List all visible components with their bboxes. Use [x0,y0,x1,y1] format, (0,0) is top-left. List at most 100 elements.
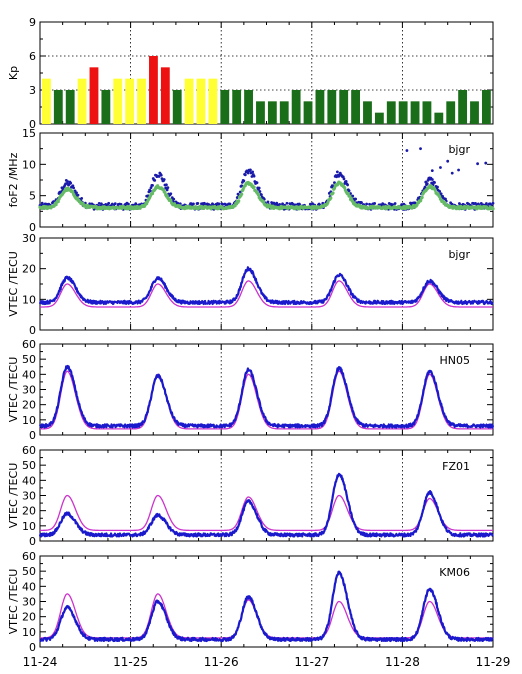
vtec-series-line [39,494,494,532]
y-tick-label: 20 [22,505,36,518]
y-tick-label: 20 [22,263,36,276]
kp-bar [232,90,242,124]
fof2-point [266,200,270,204]
fof2-point [368,202,371,206]
fof2-point [166,186,170,190]
fof2-point [423,185,427,189]
y-tick-label: 0 [29,641,36,654]
station-label: HN05 [440,354,471,367]
y-tick-label: 40 [22,368,36,381]
fof2-point [420,195,424,199]
y-tick-label: 9 [29,16,36,29]
fof2-point [169,192,173,196]
y-tick-label: 6 [29,50,36,63]
vtec-series-line [38,364,495,429]
panel-kp: 0 3 6 9 Kp [7,16,494,131]
y-axis-label: VTEC /TECU [7,569,20,634]
fof2-point [69,181,73,185]
fof2-point [252,174,256,178]
fof2-point [192,202,195,206]
kp-bar [481,90,491,124]
panel-frame [39,132,494,228]
kp-bar [89,67,99,124]
kp-bar [470,101,479,124]
kp-bar [422,101,432,124]
x-tick-label: 11-24 [23,655,58,669]
y-tick-label: 10 [22,414,36,427]
fof2-point [169,198,173,202]
fof2-point [444,197,447,201]
fof2-point [430,178,434,181]
kp-bar [160,67,170,124]
kp-bar [339,90,349,124]
fof2-point [405,149,409,152]
fof2-point [165,188,169,192]
fof2-point [308,202,312,206]
y-tick-label: 30 [22,384,36,397]
kp-bar [434,112,444,124]
fof2-point [433,188,437,193]
vtec-series-line [38,266,494,306]
fof2-point [491,201,495,205]
vtec-series-line [38,472,494,538]
fof2-point [150,191,155,196]
station-label: KM06 [439,566,470,579]
kp-bar [410,101,420,124]
kp-bar [42,78,51,124]
x-tick-label: 11-25 [113,655,148,669]
vtec-series-line [39,370,494,430]
y-axis-label: VTEC /TECU [7,463,20,528]
kp-bar [446,101,456,124]
fof2-point [217,202,221,206]
kp-bar [267,101,277,124]
fof2-point [159,173,163,177]
fof2-point [329,196,333,200]
fof2-point [321,201,325,205]
y-tick-label: 30 [22,232,36,245]
y-tick-label: 10 [22,520,36,533]
kp-bar [327,90,337,124]
fof2-point [246,171,250,175]
fof2-point [258,190,262,193]
fof2-point [153,178,157,182]
fof2-point [242,179,246,183]
fof2-point [127,202,130,206]
fof2-point [351,194,355,198]
y-tick-label: 50 [22,459,36,472]
kp-bar [113,78,123,124]
y-tick-label: 30 [22,490,36,503]
y-tick-label: 0 [29,221,36,234]
kp-bar [315,90,325,124]
fof2-point [275,201,279,205]
fof2-point [285,201,289,205]
fof2-point [162,178,166,181]
kp-bar [244,90,253,124]
y-tick-label: 60 [22,550,36,563]
fof2-point [88,202,92,206]
fof2-point [347,189,351,193]
fof2-point [240,192,244,196]
kp-bar [184,78,194,124]
kp-bar [172,90,182,124]
fof2-point [446,159,450,163]
vtec-series-line [39,570,494,643]
fof2-point [476,162,479,166]
fof2-point [196,201,200,205]
x-tick-label: 11-26 [204,655,239,669]
kp-bar [291,90,301,124]
y-axis-label: Kp [7,66,20,80]
fof2-point [56,200,60,204]
x-tick-label: 11-27 [294,655,329,669]
vtec-series-line [39,280,494,308]
fof2-point [430,169,434,173]
kp-bar [53,90,63,124]
fof2-point [419,199,423,203]
y-tick-label: 20 [22,611,36,624]
x-tick-label: 11-28 [385,655,420,669]
kp-bar [125,78,135,124]
fof2-point [439,192,443,196]
fof2-point [97,202,101,205]
fof2-point [331,191,335,195]
